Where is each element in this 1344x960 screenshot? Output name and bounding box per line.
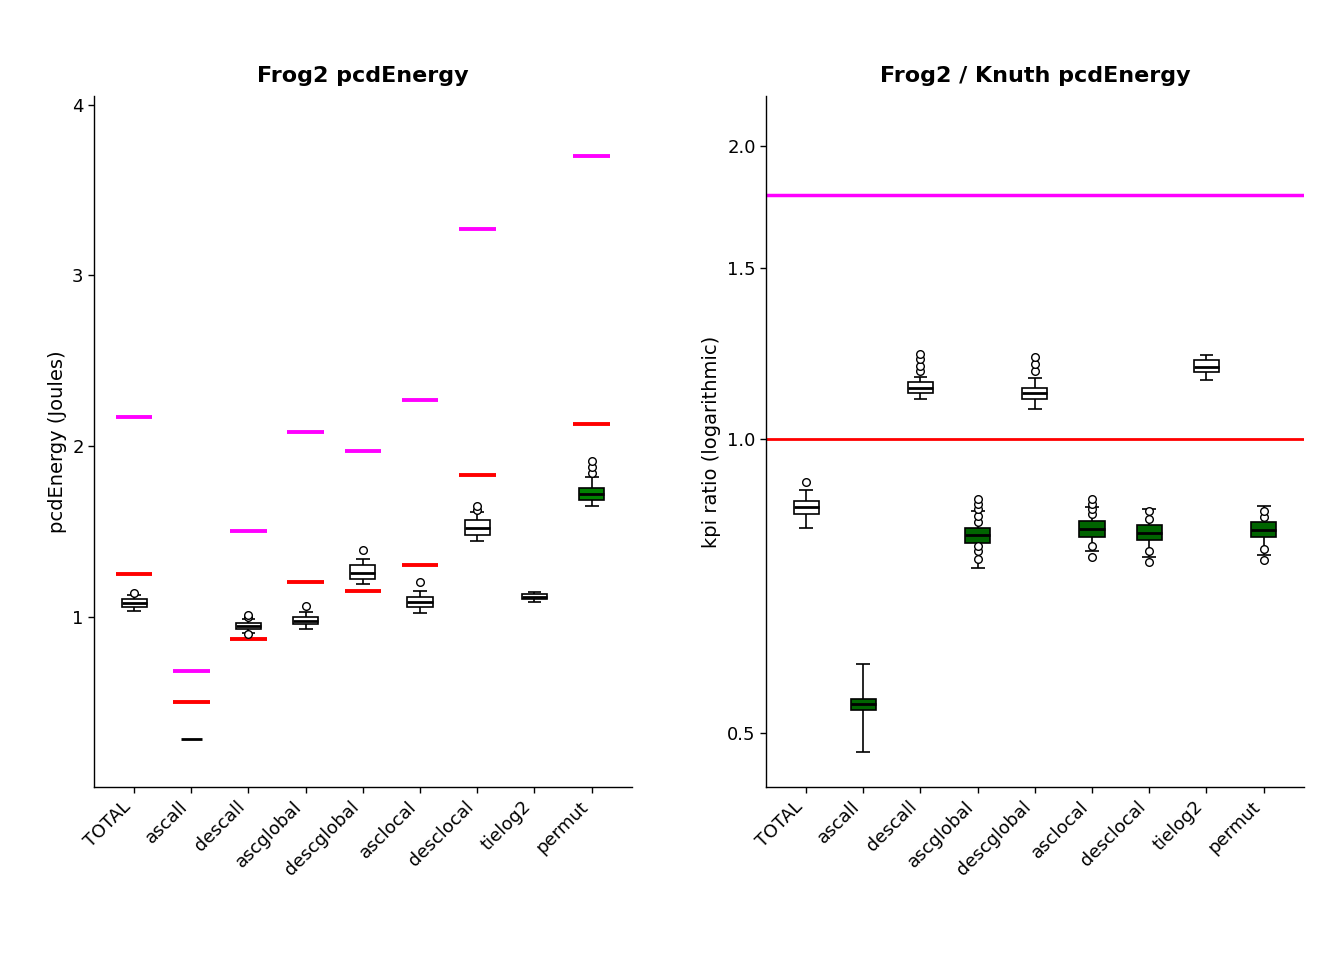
Bar	[1193, 361, 1219, 372]
Bar	[909, 382, 933, 394]
Title: Frog2 / Knuth pcdEnergy: Frog2 / Knuth pcdEnergy	[879, 66, 1191, 86]
Title: Frog2 pcdEnergy: Frog2 pcdEnergy	[257, 66, 469, 86]
Bar	[1251, 522, 1277, 537]
Bar	[465, 520, 489, 535]
Bar	[237, 622, 261, 630]
Bar	[351, 565, 375, 579]
Bar	[579, 488, 605, 499]
Y-axis label: kpi ratio (logarithmic): kpi ratio (logarithmic)	[703, 335, 722, 548]
Y-axis label: pcdEnergy (Joules): pcdEnergy (Joules)	[47, 350, 67, 533]
Bar	[521, 594, 547, 599]
Bar	[793, 501, 818, 515]
Bar	[1023, 388, 1047, 399]
Bar	[293, 616, 319, 624]
Bar	[965, 528, 991, 543]
Bar	[1079, 521, 1105, 537]
Bar	[1137, 524, 1161, 540]
Bar	[851, 699, 876, 710]
Bar	[121, 599, 146, 607]
Bar	[407, 597, 433, 607]
